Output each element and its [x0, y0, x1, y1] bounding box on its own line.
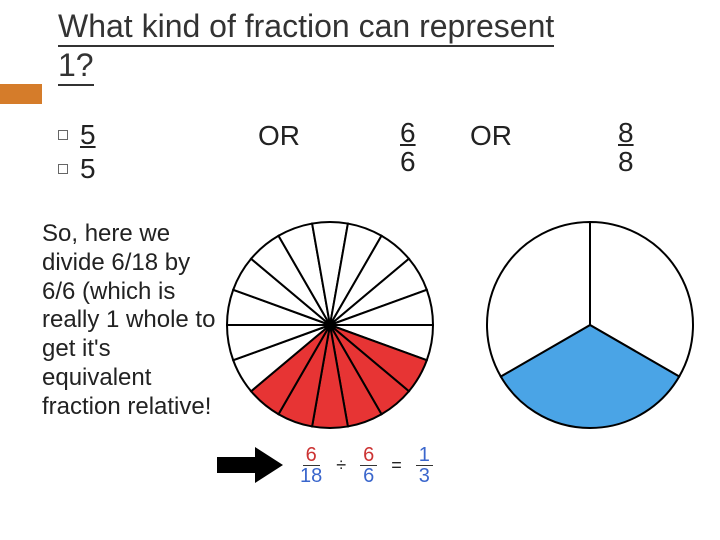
fraction-den: 8	[618, 147, 634, 176]
or-label-2: OR	[470, 120, 512, 152]
bullet-text-1: 5	[80, 119, 96, 151]
equation-fraction-3: 1 3	[416, 445, 433, 486]
arrow-icon	[215, 445, 285, 490]
or-label-1: OR	[258, 120, 300, 152]
bullet-text-2: 5	[80, 153, 96, 185]
divide-op: ÷	[336, 455, 346, 476]
bullet-square-icon	[58, 130, 68, 140]
eq-num: 1	[416, 445, 433, 466]
pie-chart-3-slices	[485, 220, 695, 430]
eq-num: 6	[360, 445, 377, 466]
eq-num: 6	[303, 445, 320, 466]
equation-fraction-1: 6 18	[300, 445, 322, 486]
equation: 6 18 ÷ 6 6 = 1 3	[300, 445, 433, 486]
fraction-6-6: 6 6	[400, 118, 416, 177]
pie-chart-18-slices	[225, 220, 435, 430]
bullet-item: 5	[58, 152, 96, 186]
fraction-num: 6	[400, 118, 416, 147]
accent-bar	[0, 84, 42, 104]
equals-op: =	[391, 455, 402, 476]
equation-fraction-2: 6 6	[360, 445, 377, 486]
bullet-list: 5 5	[58, 118, 96, 186]
title-line2: 1?	[58, 47, 94, 86]
title-line1: What kind of fraction can represent	[58, 8, 554, 47]
fraction-8-8: 8 8	[618, 118, 634, 177]
explanation-text: So, here we divide 6/18 by 6/6 (which is…	[42, 220, 222, 422]
eq-den: 18	[300, 466, 322, 486]
eq-den: 3	[419, 466, 430, 486]
slide-title: What kind of fraction can represent 1?	[58, 8, 658, 86]
fraction-num: 8	[618, 118, 634, 147]
bullet-square-icon	[58, 164, 68, 174]
fraction-den: 6	[400, 147, 416, 176]
bullet-item: 5	[58, 118, 96, 152]
eq-den: 6	[363, 466, 374, 486]
